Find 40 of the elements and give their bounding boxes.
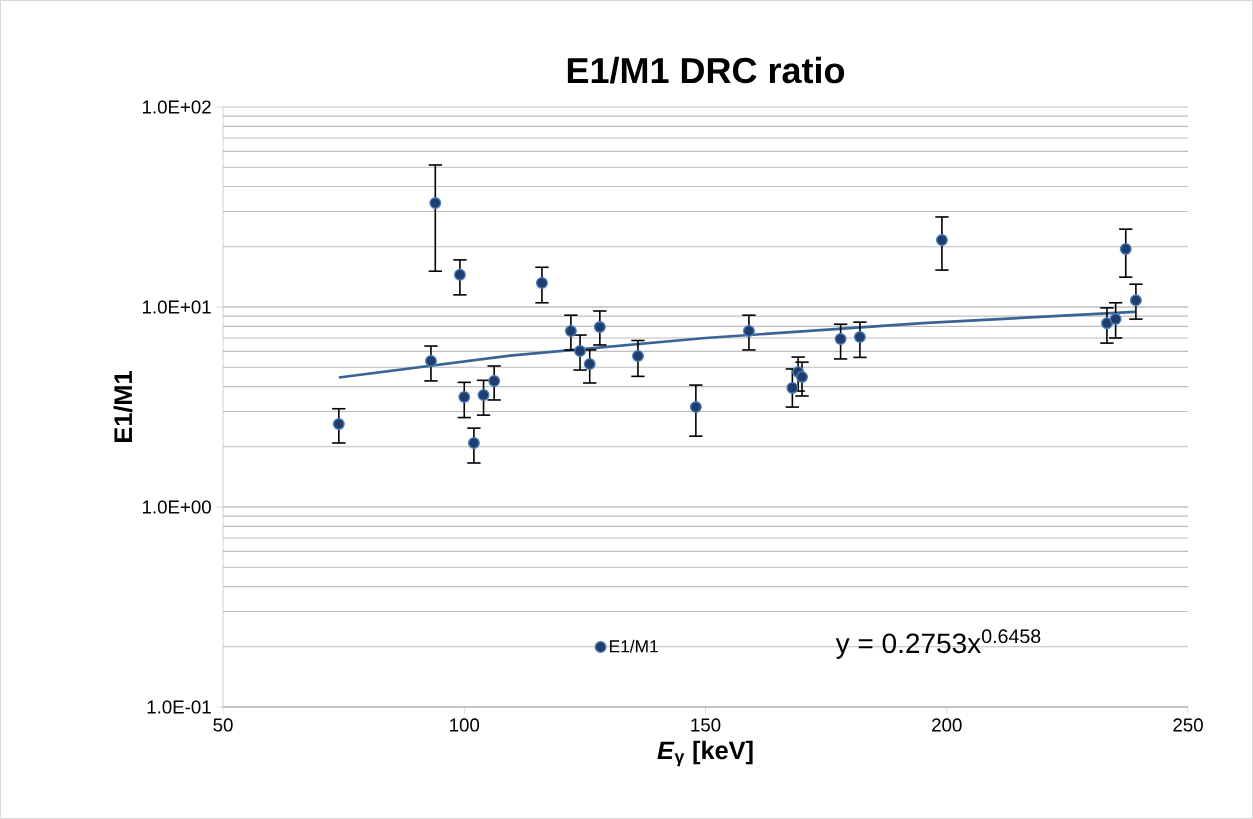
y-tick-label: 1.0E+00: [142, 500, 211, 514]
chart-title: E1/M1 DRC ratio: [567, 56, 845, 84]
point: [1119, 243, 1132, 255]
x-axis-title: E$_{γ}$ [keV]: [657, 740, 753, 767]
point: [458, 390, 471, 403]
annotation: y = 0.2753x$^{0.6458}$: [835, 629, 1041, 659]
point: [453, 268, 466, 281]
point: [477, 389, 490, 402]
point: [742, 324, 755, 337]
y-tick-label: 1.0E+02: [142, 100, 211, 114]
point: [1109, 313, 1122, 326]
point: [467, 436, 480, 449]
y-tick-label: 1.0E-01: [147, 700, 211, 714]
legend-label: E1/M1: [610, 639, 658, 653]
y-tick-label: 1.0E+01: [142, 300, 211, 314]
point: [834, 332, 847, 345]
x-tick-label: 200: [932, 718, 962, 732]
point: [631, 349, 644, 362]
point: [593, 321, 606, 334]
point: [935, 234, 948, 247]
point: [564, 324, 577, 337]
x-tick-label: 150: [691, 718, 721, 732]
point: [429, 197, 442, 210]
point: [786, 381, 799, 394]
point: [853, 331, 866, 344]
point: [424, 355, 437, 368]
point: [1100, 317, 1113, 330]
x-tick-label: 100: [450, 718, 480, 732]
point: [689, 401, 702, 414]
point: [332, 418, 345, 431]
point: [535, 276, 548, 289]
point: [488, 374, 501, 387]
point: [574, 344, 587, 357]
x-tick-label: 250: [1173, 718, 1203, 732]
line-series: [337, 310, 1137, 379]
point: [583, 357, 596, 370]
x-tick-label: 50: [213, 718, 233, 732]
y-axis-title: E1/M1: [113, 371, 133, 442]
point: [796, 370, 809, 383]
point: [1129, 294, 1142, 307]
